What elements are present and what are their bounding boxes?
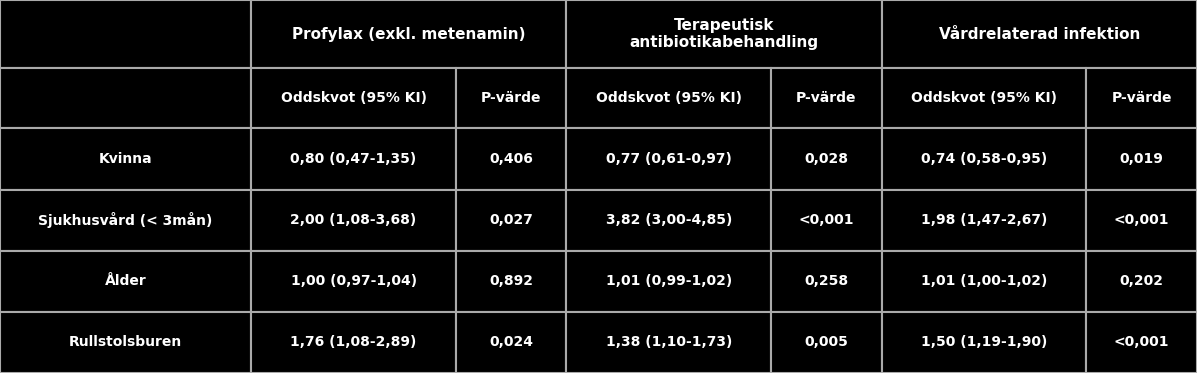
Text: 0,77 (0,61-0,97): 0,77 (0,61-0,97) <box>606 152 731 166</box>
Bar <box>771 251 882 312</box>
Bar <box>0 128 251 189</box>
Bar <box>771 68 882 128</box>
Bar <box>882 68 1087 128</box>
Text: 0,005: 0,005 <box>804 335 849 350</box>
Text: Profylax (exkl. metenamin): Profylax (exkl. metenamin) <box>292 26 525 42</box>
Bar <box>0 312 251 373</box>
Text: 0,406: 0,406 <box>490 152 533 166</box>
Bar <box>771 128 882 189</box>
Text: 0,027: 0,027 <box>490 213 533 227</box>
Text: 3,82 (3,00-4,85): 3,82 (3,00-4,85) <box>606 213 733 227</box>
Bar <box>1087 251 1197 312</box>
Text: Oddskvot (95% KI): Oddskvot (95% KI) <box>280 91 426 105</box>
Bar <box>566 251 771 312</box>
Bar <box>251 251 456 312</box>
Bar <box>771 189 882 251</box>
Bar <box>771 312 882 373</box>
Text: Ålder: Ålder <box>104 274 146 288</box>
Text: Oddskvot (95% KI): Oddskvot (95% KI) <box>911 91 1057 105</box>
Bar <box>251 0 566 68</box>
Bar <box>566 0 882 68</box>
Bar <box>1087 189 1197 251</box>
Bar <box>566 312 771 373</box>
Bar <box>1087 68 1197 128</box>
Bar <box>882 128 1087 189</box>
Bar <box>251 189 456 251</box>
Text: 0,202: 0,202 <box>1119 274 1163 288</box>
Text: 0,028: 0,028 <box>804 152 849 166</box>
Bar <box>456 312 566 373</box>
Bar <box>0 0 251 68</box>
Bar <box>251 68 456 128</box>
Text: Terapeutisk
antibiotikabehandling: Terapeutisk antibiotikabehandling <box>630 18 819 50</box>
Bar <box>456 251 566 312</box>
Bar <box>456 128 566 189</box>
Bar <box>566 189 771 251</box>
Bar <box>882 251 1087 312</box>
Text: 0,019: 0,019 <box>1120 152 1163 166</box>
Bar <box>251 128 456 189</box>
Text: 1,00 (0,97-1,04): 1,00 (0,97-1,04) <box>291 274 417 288</box>
Text: 1,01 (1,00-1,02): 1,01 (1,00-1,02) <box>920 274 1047 288</box>
Text: P-värde: P-värde <box>1112 91 1172 105</box>
Bar <box>566 68 771 128</box>
Text: 0,74 (0,58-0,95): 0,74 (0,58-0,95) <box>920 152 1047 166</box>
Bar <box>0 251 251 312</box>
Text: P-värde: P-värde <box>481 91 541 105</box>
Text: 2,00 (1,08-3,68): 2,00 (1,08-3,68) <box>291 213 417 227</box>
Text: Vårdrelaterad infektion: Vårdrelaterad infektion <box>938 26 1140 42</box>
Text: 1,98 (1,47-2,67): 1,98 (1,47-2,67) <box>920 213 1047 227</box>
Text: 0,024: 0,024 <box>490 335 533 350</box>
Bar <box>882 189 1087 251</box>
Text: 1,01 (0,99-1,02): 1,01 (0,99-1,02) <box>606 274 731 288</box>
Bar <box>1087 312 1197 373</box>
Text: 1,50 (1,19-1,90): 1,50 (1,19-1,90) <box>920 335 1047 350</box>
Bar <box>566 128 771 189</box>
Bar <box>882 312 1087 373</box>
Bar <box>456 189 566 251</box>
Text: <0,001: <0,001 <box>1114 213 1169 227</box>
Bar <box>0 68 251 128</box>
Bar <box>251 312 456 373</box>
Text: 0,892: 0,892 <box>490 274 533 288</box>
Text: 0,258: 0,258 <box>804 274 849 288</box>
Bar <box>882 0 1197 68</box>
Text: Kvinna: Kvinna <box>99 152 152 166</box>
Bar <box>0 189 251 251</box>
Text: 1,38 (1,10-1,73): 1,38 (1,10-1,73) <box>606 335 733 350</box>
Text: 1,76 (1,08-2,89): 1,76 (1,08-2,89) <box>291 335 417 350</box>
Text: 0,80 (0,47-1,35): 0,80 (0,47-1,35) <box>291 152 417 166</box>
Text: Sjukhusvård (< 3mån): Sjukhusvård (< 3mån) <box>38 212 213 228</box>
Text: Rullstolsburen: Rullstolsburen <box>69 335 182 350</box>
Text: <0,001: <0,001 <box>798 213 855 227</box>
Text: P-värde: P-värde <box>796 91 857 105</box>
Text: Oddskvot (95% KI): Oddskvot (95% KI) <box>596 91 742 105</box>
Bar <box>1087 128 1197 189</box>
Text: <0,001: <0,001 <box>1114 335 1169 350</box>
Bar <box>456 68 566 128</box>
